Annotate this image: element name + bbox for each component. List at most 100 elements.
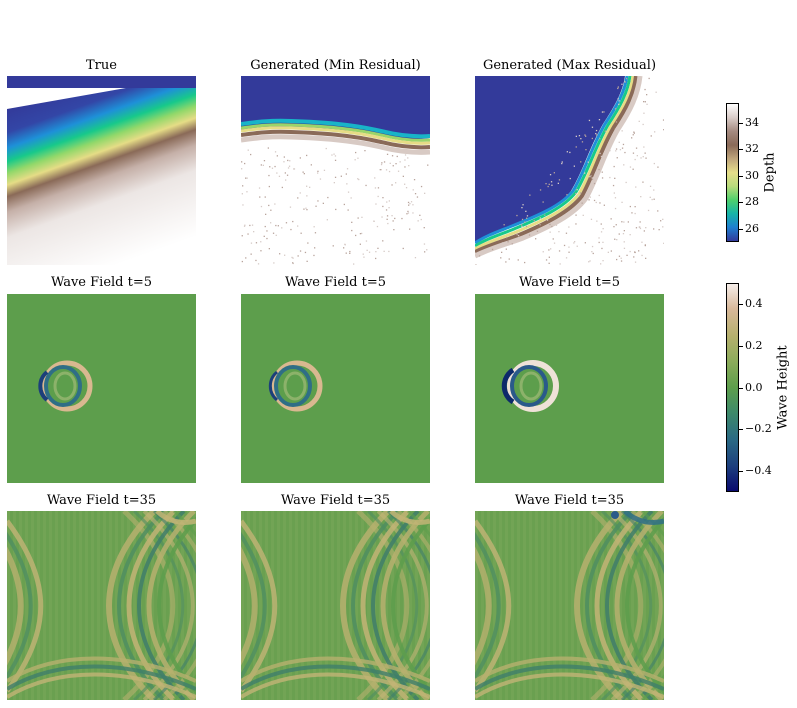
- wave35-arc: [117, 511, 166, 700]
- speckle-dot: [284, 172, 286, 174]
- speckle-dot: [268, 204, 270, 207]
- wave35-stripe: [25, 511, 28, 700]
- speckle-dot: [292, 262, 294, 265]
- speckle-dot: [653, 198, 655, 200]
- wave35-arc: [406, 511, 430, 700]
- speckle-dot: [595, 133, 597, 135]
- speckle-dot: [255, 259, 257, 262]
- speckle-dot: [274, 203, 276, 205]
- speckle-dot: [260, 205, 263, 208]
- speckle-dot: [310, 164, 312, 166]
- wave35-stripe: [511, 511, 514, 700]
- colorbar-tick-label: −0.2: [745, 422, 772, 435]
- speckle-dot: [426, 249, 428, 251]
- speckle-dot: [618, 141, 620, 143]
- speckle-dot: [376, 225, 379, 228]
- wave-height-colorbar: [726, 283, 739, 492]
- wave35-stripe: [49, 511, 52, 700]
- speckle-dot: [648, 77, 650, 80]
- speckle-dot: [645, 257, 647, 259]
- speckle-dot: [662, 218, 664, 220]
- speckle-dot: [589, 196, 591, 198]
- speckle-dot: [268, 174, 270, 177]
- speckle-dot: [407, 157, 409, 159]
- speckle-dot: [561, 161, 563, 163]
- wave5-a-panel: [7, 294, 196, 483]
- wave35-stripe: [307, 511, 310, 700]
- speckle-dot: [634, 206, 636, 208]
- speckle-dot: [259, 196, 261, 198]
- speckle-dot: [657, 166, 659, 168]
- speckle-dot: [260, 241, 262, 243]
- speckle-dot: [347, 191, 350, 193]
- wave35-arc: [241, 531, 267, 681]
- speckle-dot: [568, 246, 570, 248]
- speckle-dot: [297, 255, 299, 257]
- speckle-dot: [582, 214, 584, 216]
- speckle-dot: [277, 225, 279, 227]
- speckle-dot: [550, 248, 552, 250]
- wave5-a-ring: [38, 360, 93, 412]
- speckle-dot: [270, 222, 272, 224]
- speckle-dot: [377, 247, 379, 249]
- speckle-dot: [614, 238, 616, 240]
- wave35-stripe: [589, 511, 592, 700]
- speckle-dot: [266, 237, 268, 240]
- colorbar-tick-mark: [739, 429, 743, 430]
- speckle-dot: [616, 258, 618, 261]
- speckle-dot: [599, 202, 601, 204]
- panel-title-wave5-a: Wave Field t=5: [50, 275, 153, 290]
- speckle-dot: [528, 234, 531, 236]
- speckle-dot: [584, 172, 586, 174]
- wave35-stripe: [481, 511, 484, 700]
- speckle-dot: [354, 159, 356, 161]
- wave35-stripe: [643, 511, 646, 700]
- colorbar-tick-mark: [739, 388, 743, 389]
- wave35-stripe: [73, 511, 76, 700]
- wave5-b-ring: [268, 360, 323, 412]
- speckle-dot: [253, 231, 255, 233]
- wave35-stripe: [631, 511, 634, 700]
- speckle-dot: [349, 252, 351, 254]
- speckle-dot: [548, 256, 550, 258]
- speckle-dot: [386, 201, 388, 203]
- speckle-dot: [404, 166, 406, 168]
- speckle-dot: [629, 234, 631, 236]
- speckle-dot: [267, 147, 269, 149]
- wave35-arc: [146, 511, 196, 700]
- wave35-stripe: [379, 511, 382, 700]
- speckle-dot: [548, 249, 550, 251]
- speckle-dot: [491, 248, 494, 251]
- speckle-dot: [306, 209, 308, 211]
- depth-true-panel: [7, 76, 196, 265]
- speckle-dot: [593, 182, 596, 185]
- speckle-dot: [633, 132, 635, 134]
- speckle-dot: [517, 259, 519, 261]
- speckle-dot: [662, 226, 664, 228]
- speckle-dot: [408, 165, 410, 167]
- wave35-arc: [351, 511, 400, 700]
- speckle-dot: [385, 209, 388, 211]
- speckle-dot: [363, 256, 365, 258]
- wave35-stripe: [7, 511, 10, 700]
- depth-max-speckle: [475, 77, 664, 265]
- speckle-dot: [275, 234, 277, 236]
- speckle-dot: [643, 101, 645, 103]
- speckle-dot: [585, 135, 587, 137]
- speckle-dot: [644, 152, 646, 154]
- speckle-dot: [287, 159, 289, 162]
- speckle-dot: [269, 166, 271, 168]
- speckle-dot: [525, 225, 528, 228]
- wave35-stripe: [247, 511, 250, 700]
- speckle-dot: [563, 244, 566, 247]
- wave35-stripe: [175, 511, 178, 700]
- speckle-dot: [607, 251, 609, 253]
- speckle-dot: [653, 189, 655, 191]
- speckle-dot: [373, 220, 375, 222]
- panel-title-wave35-b: Wave Field t=35: [280, 493, 391, 508]
- wave35-spot: [611, 511, 619, 519]
- wave35-stripe: [277, 511, 280, 700]
- speckle-dot: [394, 217, 396, 220]
- wave35-stripe: [259, 511, 262, 700]
- speckle-dot: [285, 222, 288, 224]
